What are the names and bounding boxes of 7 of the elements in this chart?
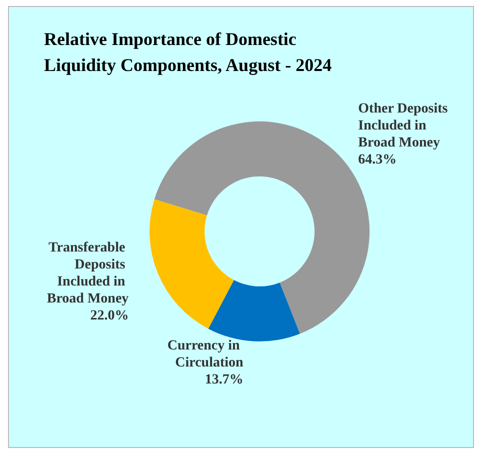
slice-label: Currency in Circulation: [167, 338, 244, 371]
data-label: 13.7%: [204, 372, 244, 388]
chart-title: Relative Importance of Domestic Liquidity Components, August - 2024: [44, 29, 332, 75]
data-label: 22.0%: [90, 308, 129, 324]
data-label: 64.3%: [358, 152, 397, 168]
slice-label: Other Deposits Included in Broad Money: [358, 101, 452, 150]
slice-label: Transferable Deposits Included in Broad Money: [46, 240, 129, 307]
